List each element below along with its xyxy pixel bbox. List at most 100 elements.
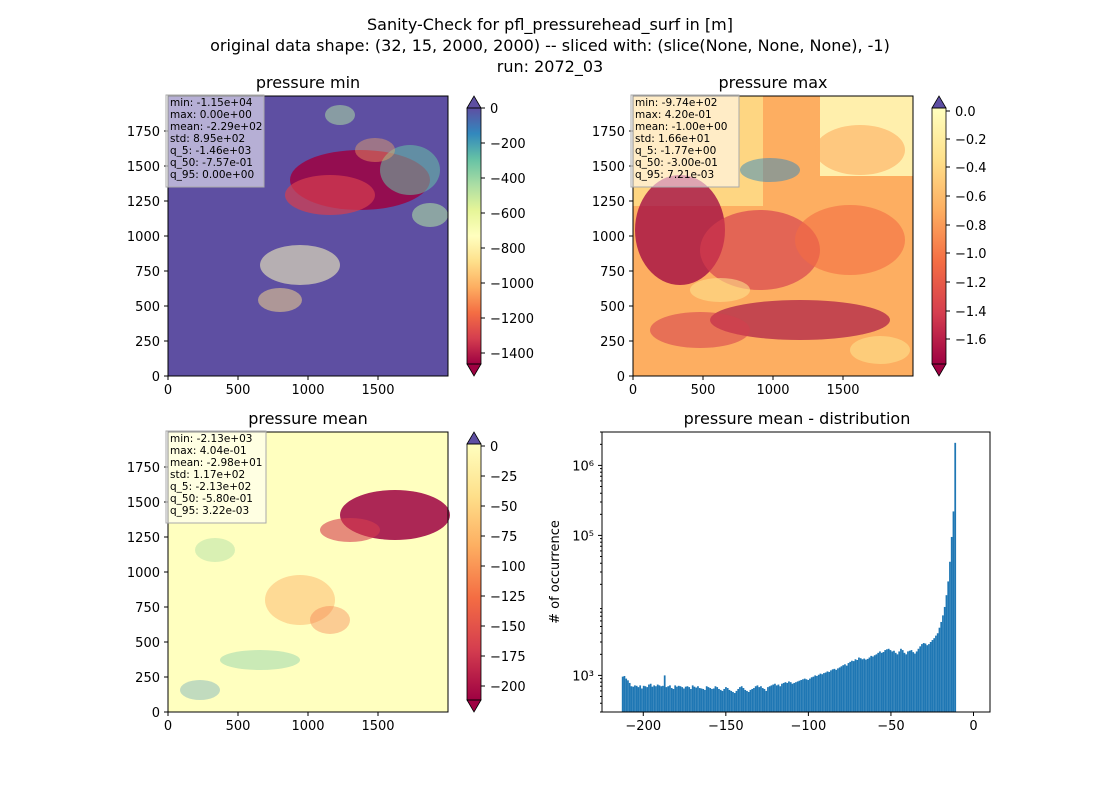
- svg-text:min: -1.15e+04: min: -1.15e+04: [170, 97, 253, 109]
- svg-text:750: 750: [135, 265, 160, 280]
- histogram-bar: [810, 677, 813, 712]
- histogram-bar: [835, 669, 838, 712]
- svg-text:1500: 1500: [127, 160, 160, 175]
- histogram-bar: [740, 686, 743, 712]
- histogram-bar: [686, 686, 689, 712]
- histogram-bar: [786, 682, 789, 712]
- histogram-bar: [733, 693, 736, 712]
- colorbar-pressure-min: 0 −200 −400 −600 −800 −1000 −1200 −1400: [466, 95, 534, 377]
- svg-text:std: 8.95e+02: std: 8.95e+02: [170, 133, 245, 145]
- svg-text:1500: 1500: [361, 383, 394, 398]
- histogram-bar: [660, 686, 663, 712]
- svg-text:1250: 1250: [127, 531, 160, 546]
- y-axis-label: # of occurrence: [548, 520, 563, 624]
- y-tick-label: 10³: [572, 669, 594, 684]
- histogram-bar: [637, 687, 640, 712]
- histogram-bar: [674, 685, 677, 712]
- histogram-bar: [851, 660, 853, 712]
- histogram-bar: [903, 652, 906, 712]
- svg-text:750: 750: [600, 265, 625, 280]
- histogram-bar: [879, 651, 881, 712]
- svg-text:−1000: −1000: [490, 277, 534, 292]
- svg-text:q_5: -1.77e+00: q_5: -1.77e+00: [635, 145, 716, 157]
- histogram-bar: [795, 682, 797, 712]
- histogram-bar: [684, 686, 687, 712]
- svg-text:1500: 1500: [127, 496, 160, 511]
- histogram-bar: [768, 686, 771, 712]
- svg-text:1750: 1750: [592, 125, 625, 140]
- histogram-bar: [775, 685, 778, 712]
- svg-text:−800: −800: [490, 242, 526, 257]
- histogram-bar: [788, 681, 790, 712]
- svg-text:mean: -1.00e+00: mean: -1.00e+00: [635, 121, 727, 133]
- histogram-bar: [746, 690, 748, 712]
- histogram-bar: [945, 595, 948, 712]
- svg-text:750: 750: [135, 601, 160, 616]
- svg-text:q_95: 7.21e-03: q_95: 7.21e-03: [635, 169, 714, 181]
- histogram-bar: [704, 689, 706, 712]
- histogram-bar: [901, 650, 904, 712]
- histogram-bar: [770, 685, 773, 712]
- svg-text:0: 0: [490, 440, 498, 455]
- histogram-bar: [658, 685, 661, 712]
- svg-text:0: 0: [152, 370, 160, 385]
- histogram-bar: [751, 688, 754, 712]
- svg-text:−1400: −1400: [490, 347, 534, 362]
- histogram-bar: [688, 687, 691, 712]
- svg-text:−1200: −1200: [490, 312, 534, 327]
- svg-text:−1.2: −1.2: [955, 276, 987, 291]
- histogram-bar: [691, 685, 694, 712]
- svg-text:q_5: -2.13e+02: q_5: -2.13e+02: [170, 481, 251, 493]
- svg-text:max: 4.20e-01: max: 4.20e-01: [635, 109, 712, 121]
- histogram-bar: [774, 683, 776, 712]
- histogram-bar: [763, 688, 766, 712]
- histogram-bar: [632, 686, 635, 712]
- histogram-bar: [803, 678, 806, 712]
- histogram-bar: [754, 686, 757, 712]
- histogram-bar: [793, 682, 796, 712]
- histogram-bar: [758, 687, 761, 712]
- histogram-bar: [837, 668, 839, 712]
- histogram-bar: [817, 674, 820, 712]
- histogram-bar: [677, 685, 680, 712]
- histogram-bar: [802, 679, 804, 712]
- svg-text:0: 0: [164, 719, 172, 734]
- histogram-bar: [826, 671, 829, 712]
- y-ticks: 0 250 500 750 1000 1250 1500 1750: [127, 461, 168, 721]
- svg-text:500: 500: [600, 300, 625, 315]
- histogram-bar: [949, 561, 951, 712]
- histogram-bar: [693, 686, 696, 712]
- svg-text:−600: −600: [490, 207, 526, 222]
- histogram-bar: [935, 635, 937, 712]
- histogram-bar: [858, 657, 860, 712]
- x-tick-label: −150: [708, 719, 744, 734]
- svg-text:q_5: -1.46e+03: q_5: -1.46e+03: [170, 145, 251, 157]
- histogram-bar: [828, 671, 831, 712]
- svg-text:max: 0.00e+00: max: 0.00e+00: [170, 109, 252, 121]
- histogram-bar: [690, 688, 692, 712]
- x-tick-label: −50: [877, 719, 904, 734]
- histogram-bar: [782, 682, 785, 712]
- heatmap-pressure-min: 0 250 500 750 1000 1250 1500 1750 0 500 …: [127, 94, 449, 398]
- histogram-bar: [789, 682, 792, 712]
- histogram-bar: [756, 685, 759, 712]
- svg-text:0.0: 0.0: [955, 105, 976, 120]
- histogram-bar: [908, 650, 911, 712]
- histogram-bar: [644, 686, 647, 712]
- histogram-bar: [933, 638, 936, 712]
- svg-text:−0.4: −0.4: [955, 161, 987, 176]
- histogram-bar: [910, 650, 913, 712]
- histogram-bar: [812, 676, 815, 712]
- x-tick-label: 0: [969, 719, 977, 734]
- histogram-bar: [765, 690, 768, 712]
- histogram-bar: [714, 686, 717, 712]
- svg-text:1000: 1000: [592, 230, 625, 245]
- svg-text:−100: −100: [490, 560, 526, 575]
- histogram-bar: [705, 686, 708, 712]
- svg-text:q_50: -7.57e-01: q_50: -7.57e-01: [170, 157, 253, 169]
- svg-text:1000: 1000: [291, 719, 324, 734]
- svg-text:1250: 1250: [127, 195, 160, 210]
- histogram-pressure-mean: −200 −150 −100 −50 0 10³ 10⁵ 10⁶ # of occurren…: [548, 431, 991, 734]
- histogram-bar: [718, 688, 720, 712]
- histogram-bar: [648, 684, 650, 712]
